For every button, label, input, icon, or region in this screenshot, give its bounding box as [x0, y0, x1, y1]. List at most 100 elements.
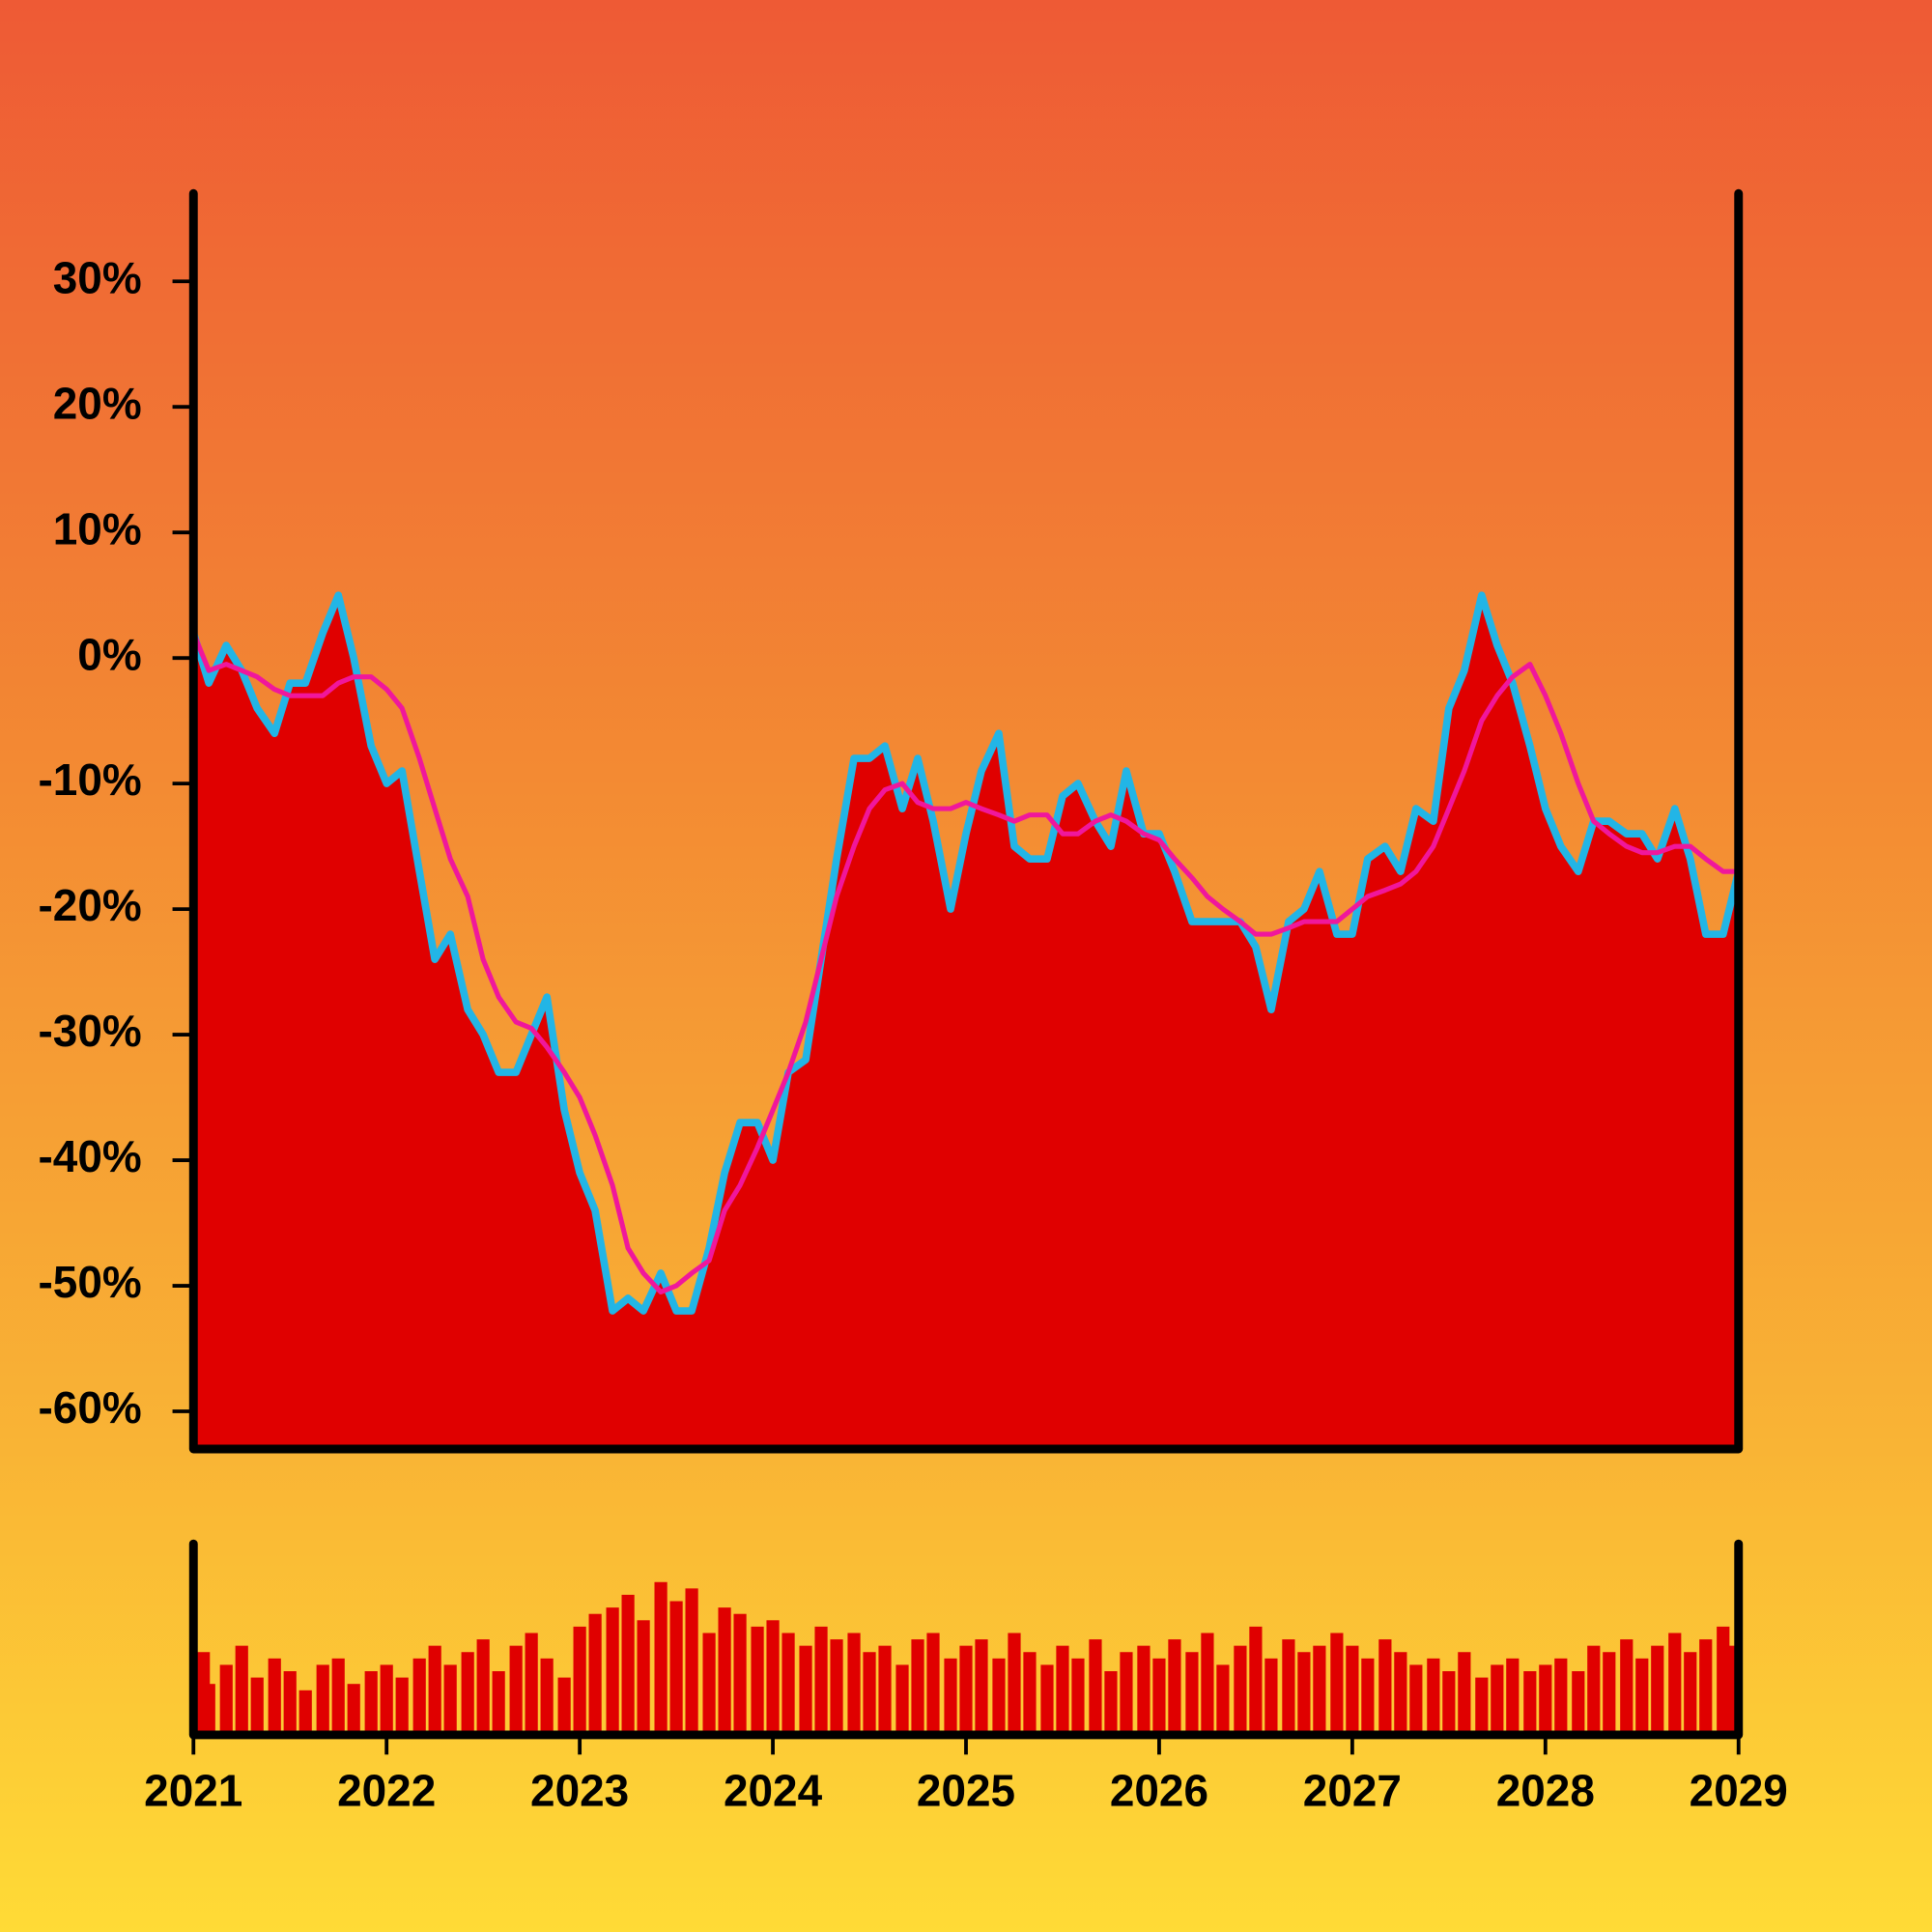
y-tick-label: -60%: [39, 1382, 142, 1433]
x-tick-label: 2021: [144, 1765, 242, 1815]
volume-bar: [428, 1645, 441, 1735]
volume-bar: [1330, 1633, 1344, 1735]
y-tick-label: -50%: [39, 1257, 142, 1307]
volume-bar: [621, 1594, 635, 1735]
y-tick-label: -20%: [39, 880, 142, 930]
volume-bar: [202, 1684, 215, 1735]
volume-bar: [847, 1633, 861, 1735]
volume-bar: [1313, 1645, 1326, 1735]
volume-bar: [1651, 1645, 1664, 1735]
volume-bar: [1684, 1652, 1697, 1735]
y-tick-label: 0%: [77, 629, 141, 679]
volume-bar: [331, 1658, 345, 1735]
volume-bar: [1554, 1658, 1568, 1735]
axis-frame: [188, 1539, 1744, 1740]
volume-bar: [1378, 1639, 1392, 1735]
x-tick-label: 2023: [530, 1765, 629, 1815]
x-tick-label: 2026: [1110, 1765, 1208, 1815]
volume-bar: [830, 1639, 843, 1735]
volume-bar: [1008, 1633, 1021, 1735]
volume-bar: [1620, 1639, 1634, 1735]
volume-bar: [540, 1658, 554, 1735]
volume-bar: [733, 1613, 747, 1735]
volume-bar: [926, 1633, 940, 1735]
volume-bar: [944, 1658, 957, 1735]
volume-bar: [863, 1652, 876, 1735]
volume-bar: [1346, 1645, 1359, 1735]
volume-bar: [557, 1677, 571, 1735]
volume-bar: [814, 1626, 828, 1735]
volume-bar: [476, 1639, 490, 1735]
volume-bar: [1249, 1626, 1263, 1735]
moving-average-line: [190, 632, 1739, 1295]
volume-bar: [509, 1645, 523, 1735]
x-tick-label: 2029: [1690, 1765, 1788, 1815]
volume-bar: [395, 1677, 409, 1735]
volume-bar: [702, 1633, 716, 1735]
area-line: [189, 591, 1743, 1315]
volume-bar: [718, 1607, 731, 1735]
volume-bar: [1721, 1645, 1735, 1735]
volume-bar: [1216, 1664, 1230, 1735]
volume-bar: [283, 1671, 297, 1735]
volume-bar: [461, 1652, 474, 1735]
volume-bar: [1264, 1658, 1278, 1735]
x-tick-label: 2025: [917, 1765, 1015, 1815]
volume-bar: [316, 1664, 329, 1735]
volume-bar: [1282, 1639, 1295, 1735]
x-tick-label: 2027: [1303, 1765, 1402, 1815]
volume-bar: [1409, 1664, 1423, 1735]
volume-bar: [781, 1633, 795, 1735]
volume-bar: [1023, 1652, 1037, 1735]
volume-bar: [1506, 1658, 1520, 1735]
area: [193, 595, 1739, 1449]
volume-bar: [1668, 1633, 1682, 1735]
volume-bar: [1394, 1652, 1407, 1735]
volume-bar: [250, 1677, 264, 1735]
volume-bar: [1427, 1658, 1440, 1735]
y-tick-label: -40%: [39, 1131, 142, 1181]
volume-bar: [1152, 1658, 1166, 1735]
volume-bar: [975, 1639, 988, 1735]
volume-bar: [685, 1588, 698, 1735]
volume-bar: [654, 1581, 668, 1735]
volume-bar: [1361, 1658, 1375, 1735]
volume-bar: [235, 1645, 248, 1735]
volume-bar: [1699, 1639, 1713, 1735]
y-tick-label: 10%: [53, 503, 142, 554]
y-tick-label: 20%: [53, 378, 142, 428]
volume-bar: [1071, 1658, 1085, 1735]
volume-bar: [766, 1620, 780, 1735]
volume-bar: [573, 1626, 586, 1735]
volume-bar: [1056, 1645, 1069, 1735]
y-tick-label: -10%: [39, 754, 142, 805]
volume-bar: [799, 1645, 812, 1735]
volume-bar: [895, 1664, 909, 1735]
volume-bar: [1168, 1639, 1181, 1735]
volume-bar: [219, 1664, 233, 1735]
y-tick-label: 30%: [53, 252, 142, 302]
volume-bar: [1587, 1645, 1601, 1735]
volume-bar: [751, 1626, 764, 1735]
volume-bar: [1523, 1671, 1537, 1735]
x-tick-label: 2024: [724, 1765, 823, 1815]
volume-bar: [525, 1633, 538, 1735]
volume-bar: [1185, 1652, 1199, 1735]
volume-bar: [1635, 1658, 1649, 1735]
volume-bar: [1297, 1652, 1311, 1735]
volume-bar: [1572, 1671, 1585, 1735]
volume-bar: [637, 1620, 650, 1735]
volume-bar: [911, 1639, 924, 1735]
volume-bar: [1089, 1639, 1102, 1735]
volume-bar: [1201, 1633, 1214, 1735]
volume-bar: [443, 1664, 457, 1735]
y-tick-label: -30%: [39, 1006, 142, 1056]
volume-bar: [1120, 1652, 1133, 1735]
volume-bar: [364, 1671, 378, 1735]
x-tick-label: 2028: [1496, 1765, 1595, 1815]
axis-frame: [188, 188, 1744, 1454]
volume-bar: [959, 1645, 973, 1735]
